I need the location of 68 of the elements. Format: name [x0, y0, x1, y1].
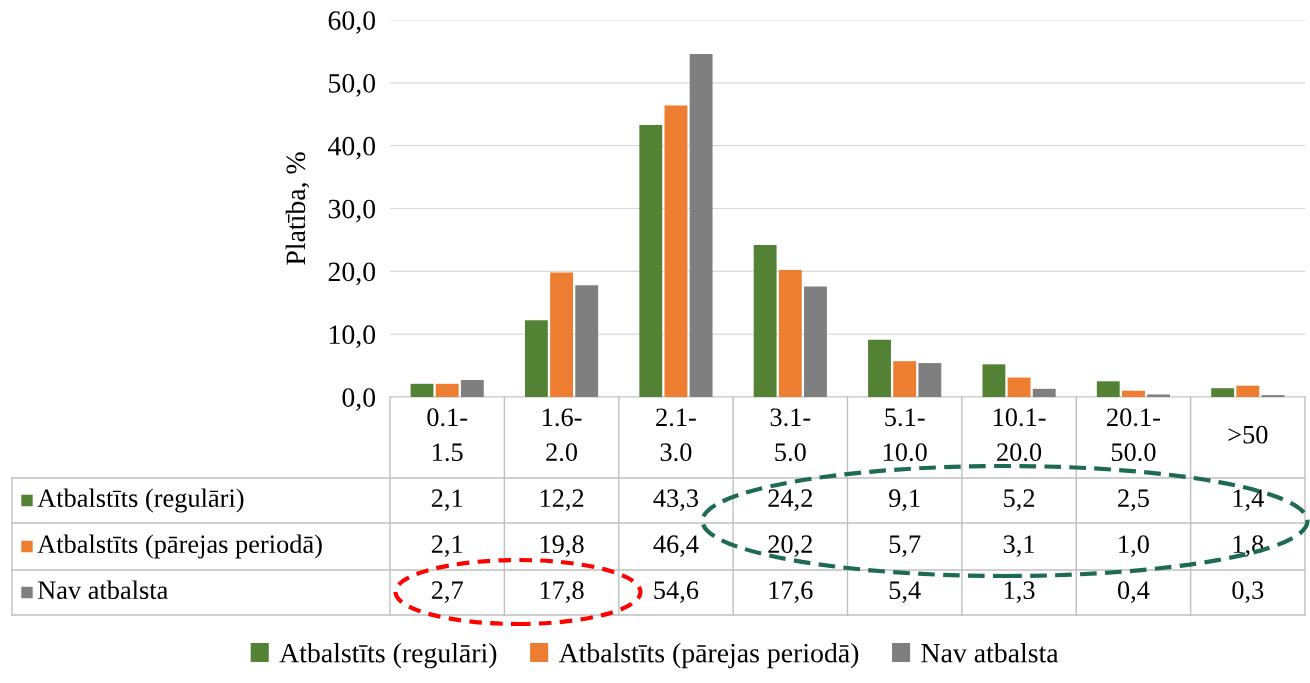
x-tick-label: 20.1- 50.0: [1107, 408, 1160, 462]
legend-label: Atbalstīts (regulāri): [37, 488, 244, 513]
data-label: 1,3: [1004, 581, 1035, 603]
bar: [1007, 377, 1031, 397]
data-label: 2,7: [431, 581, 463, 603]
data-label: 17,6: [769, 581, 813, 603]
data-label: 54,6: [654, 581, 699, 603]
bar: [689, 53, 713, 397]
y-tick-label: 10,0: [329, 325, 376, 349]
data-label: 20,2: [768, 535, 812, 557]
x-tick-label: 10.1- 20.0: [993, 408, 1046, 462]
x-tick-label: 5.1- 10.0: [883, 408, 927, 462]
data-label: 3,1: [1003, 535, 1034, 557]
legend-label: Nav atbalsta: [921, 642, 1059, 663]
data-label: 24,2: [768, 489, 812, 511]
bar: [435, 383, 459, 397]
bar: [1236, 385, 1260, 397]
data-label: 19,8: [540, 535, 584, 557]
data-label: 1,4: [1233, 489, 1264, 511]
bar: [1032, 388, 1056, 397]
data-label: 5,7: [889, 535, 921, 557]
bar: [460, 380, 484, 397]
data-label: 1,0: [1119, 535, 1149, 557]
y-tick-label: 0,0: [342, 388, 376, 411]
bar: [1211, 388, 1235, 397]
data-label: 17,8: [540, 581, 584, 603]
text: Atbalstīts (pārejas periodā): [558, 642, 859, 669]
data-label: 5,4: [889, 581, 921, 603]
bar: [778, 270, 802, 397]
bar: [410, 383, 434, 397]
data-label: 2,5: [1118, 489, 1149, 511]
x-tick-label: 3.1- 5.0: [770, 408, 811, 462]
data-label: 9,1: [889, 489, 920, 511]
bar: [804, 286, 827, 397]
bar: [918, 363, 942, 397]
bar: [575, 285, 599, 397]
y-tick-label: 40,0: [328, 136, 376, 160]
legend-label: Atbalstīts (pārejas periodā): [37, 534, 322, 559]
bar: [982, 364, 1006, 397]
bar: [664, 105, 688, 397]
bar: [524, 320, 548, 397]
data-label: 12,2: [540, 489, 584, 511]
bar: [893, 361, 917, 397]
data-label: 46,4: [653, 535, 699, 557]
bar: [1096, 381, 1120, 397]
x-tick-label: 0.1- 1.5: [427, 408, 468, 462]
x-tick-label: 1.6- 2.0: [543, 408, 582, 462]
bar: [868, 339, 891, 397]
bar: [639, 124, 663, 397]
y-tick-label: 60,0: [328, 11, 376, 34]
text: Nav atbalsta: [37, 580, 168, 600]
bar: [753, 244, 777, 397]
data-label: 0,3: [1232, 581, 1264, 603]
x-tick-label: >50: [1228, 425, 1268, 444]
data-label: 0,4: [1117, 581, 1150, 603]
bar: [1122, 390, 1145, 397]
data-label: 43,3: [653, 489, 698, 511]
y-axis-title: Platība, %: [285, 152, 310, 265]
y-tick-label: 50,0: [329, 74, 376, 97]
data-label: 2,1: [431, 535, 463, 557]
data-label: 2,1: [431, 489, 463, 511]
x-tick-label: 2.1- 3.0: [656, 408, 696, 462]
y-tick-label: 20,0: [328, 262, 376, 286]
bar: [550, 272, 573, 397]
text: Atbalstīts (regulāri): [279, 642, 497, 669]
data-label: 5,2: [1004, 489, 1035, 511]
y-tick-label: 30,0: [328, 199, 376, 223]
bar: [1147, 394, 1171, 397]
